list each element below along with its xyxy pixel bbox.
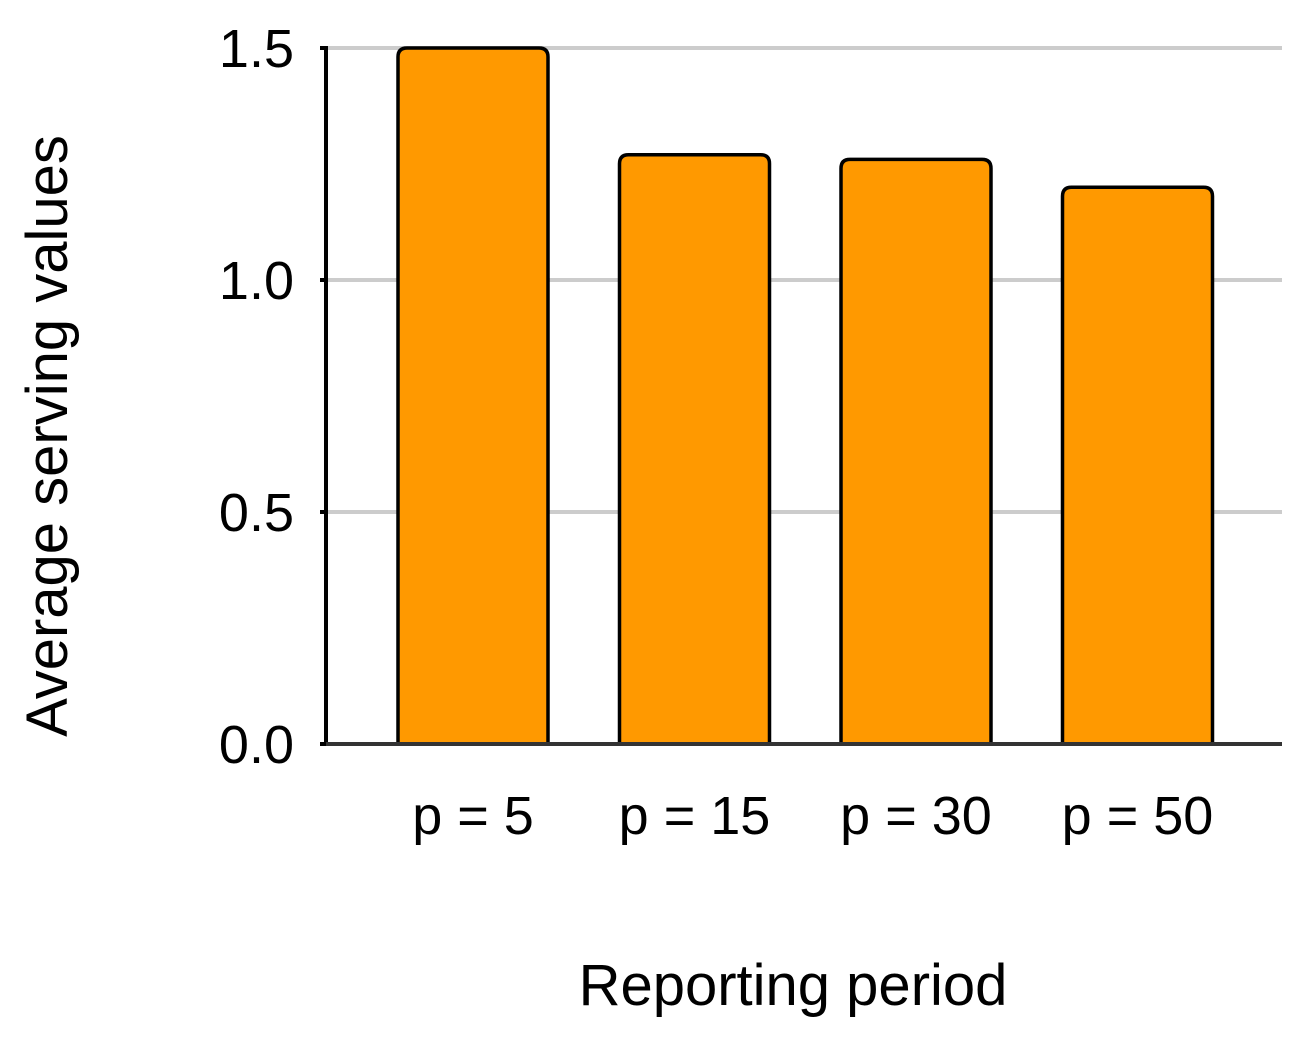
y-tick-label: 1.0 bbox=[219, 251, 294, 311]
x-tick-label: p = 15 bbox=[619, 786, 771, 846]
x-ticks: p = 5 p = 15 p = 30 p = 50 bbox=[412, 786, 1213, 846]
axes bbox=[324, 46, 1282, 746]
bar bbox=[1060, 185, 1215, 746]
bar bbox=[617, 152, 772, 746]
y-axis-title: Average serving values bbox=[15, 135, 80, 737]
x-tick-label: p = 50 bbox=[1062, 786, 1214, 846]
x-tick-label: p = 5 bbox=[412, 786, 534, 846]
x-axis-title: Reporting period bbox=[579, 953, 1008, 1018]
y-tick-label: 1.5 bbox=[219, 19, 294, 79]
bar bbox=[396, 46, 550, 746]
bar bbox=[839, 157, 993, 746]
y-tick-label: 0.5 bbox=[219, 483, 294, 543]
bars bbox=[396, 46, 1215, 746]
x-tick-label: p = 30 bbox=[840, 786, 992, 846]
y-ticks: 0.0 0.5 1.0 1.5 bbox=[219, 19, 326, 775]
y-tick-label: 0.0 bbox=[219, 715, 294, 775]
